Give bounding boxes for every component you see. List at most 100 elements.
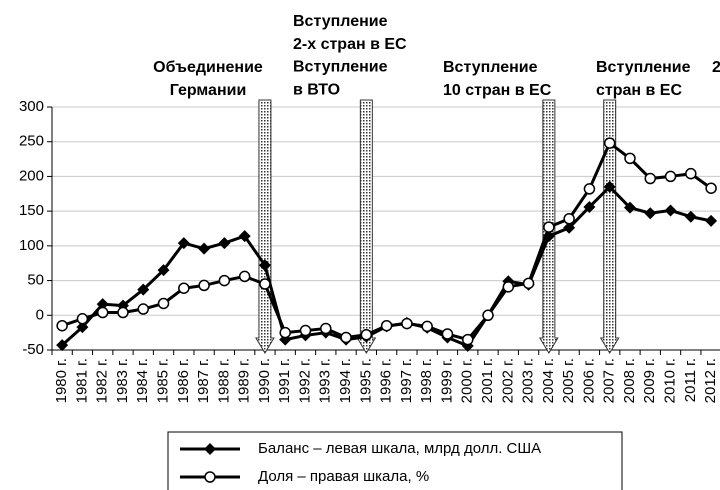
x-tick-label: 2011 г.: [682, 358, 699, 402]
marker: [542, 230, 555, 243]
legend-label: Баланс – левая шкала, млрд долл. США: [258, 440, 541, 457]
x-tick-label: 2007 г.: [601, 358, 618, 403]
x-tick-label: 1996 г.: [378, 358, 395, 403]
marker: [664, 204, 677, 217]
legend-marker: [204, 443, 216, 455]
x-tick-label: 1995 г.: [357, 358, 374, 403]
x-tick-label: 1999 г.: [438, 358, 455, 403]
x-tick-label: 1987 г.: [195, 358, 212, 403]
y-tick-label: 100: [19, 237, 44, 254]
marker: [583, 183, 596, 195]
x-tick-label: 2000 г.: [459, 358, 476, 403]
x-tick-label: 2009 г.: [641, 358, 658, 403]
marker: [664, 170, 677, 183]
x-tick-label: 2001 г.: [479, 358, 496, 403]
x-tick-label: 2004 г.: [540, 358, 557, 403]
x-tick-label: 2008 г.: [621, 358, 638, 403]
marker: [684, 210, 697, 223]
marker: [218, 237, 231, 250]
x-tick-label: 2012 г.: [702, 358, 719, 403]
annotation: 2-х стран в ЕС: [293, 36, 407, 53]
x-tick-label: 2002 г.: [499, 358, 516, 403]
marker: [482, 309, 494, 322]
legend-marker: [204, 471, 216, 483]
legend-box: [167, 431, 623, 490]
marker: [76, 321, 89, 334]
x-tick-label: 2006 г.: [580, 358, 597, 403]
marker: [258, 259, 271, 272]
x-tick-label: 1986 г.: [175, 358, 192, 403]
x-tick-label: 1992 г.: [296, 358, 313, 403]
x-tick-label: 1985 г.: [155, 358, 172, 403]
marker: [705, 214, 718, 227]
x-tick-label: 1988 г.: [215, 358, 232, 403]
marker: [76, 313, 89, 325]
x-tick-label: 1993 г.: [317, 358, 334, 403]
marker: [96, 306, 109, 319]
y-tick-label: 0: [36, 306, 44, 323]
marker: [299, 324, 312, 337]
annotation: 10 стран в ЕС: [443, 82, 552, 99]
y-tick-label: 150: [19, 202, 44, 219]
annotation: Вступление: [293, 13, 388, 30]
marker: [279, 326, 291, 339]
marker: [685, 167, 697, 180]
marker: [259, 278, 271, 290]
marker: [644, 207, 657, 220]
marker: [96, 298, 109, 311]
annotation: стран в ЕС: [596, 82, 682, 99]
marker: [583, 200, 596, 213]
x-tick-label: 1981 г.: [73, 358, 90, 403]
marker: [644, 172, 657, 185]
marker: [421, 320, 433, 333]
event-arrow: [356, 99, 377, 354]
annotation: Объединение: [153, 59, 263, 76]
marker: [198, 242, 211, 255]
event-arrow: [255, 99, 275, 354]
annotation: в ВТО: [293, 81, 340, 98]
annotation: 2: [712, 59, 720, 76]
event-arrow: [599, 99, 620, 354]
x-tick-label: 2003 г.: [520, 358, 537, 403]
x-tick-label: 1998 г.: [418, 358, 435, 403]
x-tick-label: 1982 г.: [94, 358, 111, 403]
annotation: Вступление: [293, 59, 388, 76]
x-tick-label: 1989 г.: [236, 358, 253, 403]
marker: [603, 180, 616, 193]
marker: [178, 282, 190, 294]
x-tick-label: 1990 г.: [256, 358, 273, 403]
marker: [157, 264, 170, 277]
marker: [340, 331, 352, 344]
marker: [461, 333, 474, 346]
marker: [56, 339, 69, 352]
marker: [177, 237, 190, 250]
x-tick-label: 1997 г.: [398, 358, 415, 403]
annotation: Вступление: [443, 59, 538, 76]
marker: [238, 270, 251, 283]
marker: [502, 281, 515, 293]
x-tick-label: 2010 г.: [662, 358, 679, 403]
marker: [624, 152, 636, 165]
y-tick-label: -50: [22, 341, 44, 358]
marker: [117, 306, 129, 319]
marker: [157, 297, 170, 310]
x-tick-label: 1991 г.: [276, 358, 293, 403]
marker: [401, 317, 413, 330]
marker: [238, 230, 251, 243]
annotation: Вступление: [596, 59, 691, 76]
marker: [380, 319, 393, 332]
y-tick-label: 50: [27, 272, 44, 289]
annotation: Германии: [170, 82, 247, 99]
y-tick-label: 250: [19, 133, 44, 150]
y-tick-label: 300: [19, 98, 44, 115]
marker: [563, 221, 576, 234]
marker: [56, 319, 68, 332]
marker: [623, 201, 636, 214]
marker: [441, 328, 454, 340]
marker: [563, 213, 575, 225]
x-tick-label: 2005 г.: [560, 358, 577, 403]
legend-label: Доля – правая шкала, %: [258, 468, 429, 485]
marker: [543, 221, 555, 233]
marker: [705, 182, 717, 194]
